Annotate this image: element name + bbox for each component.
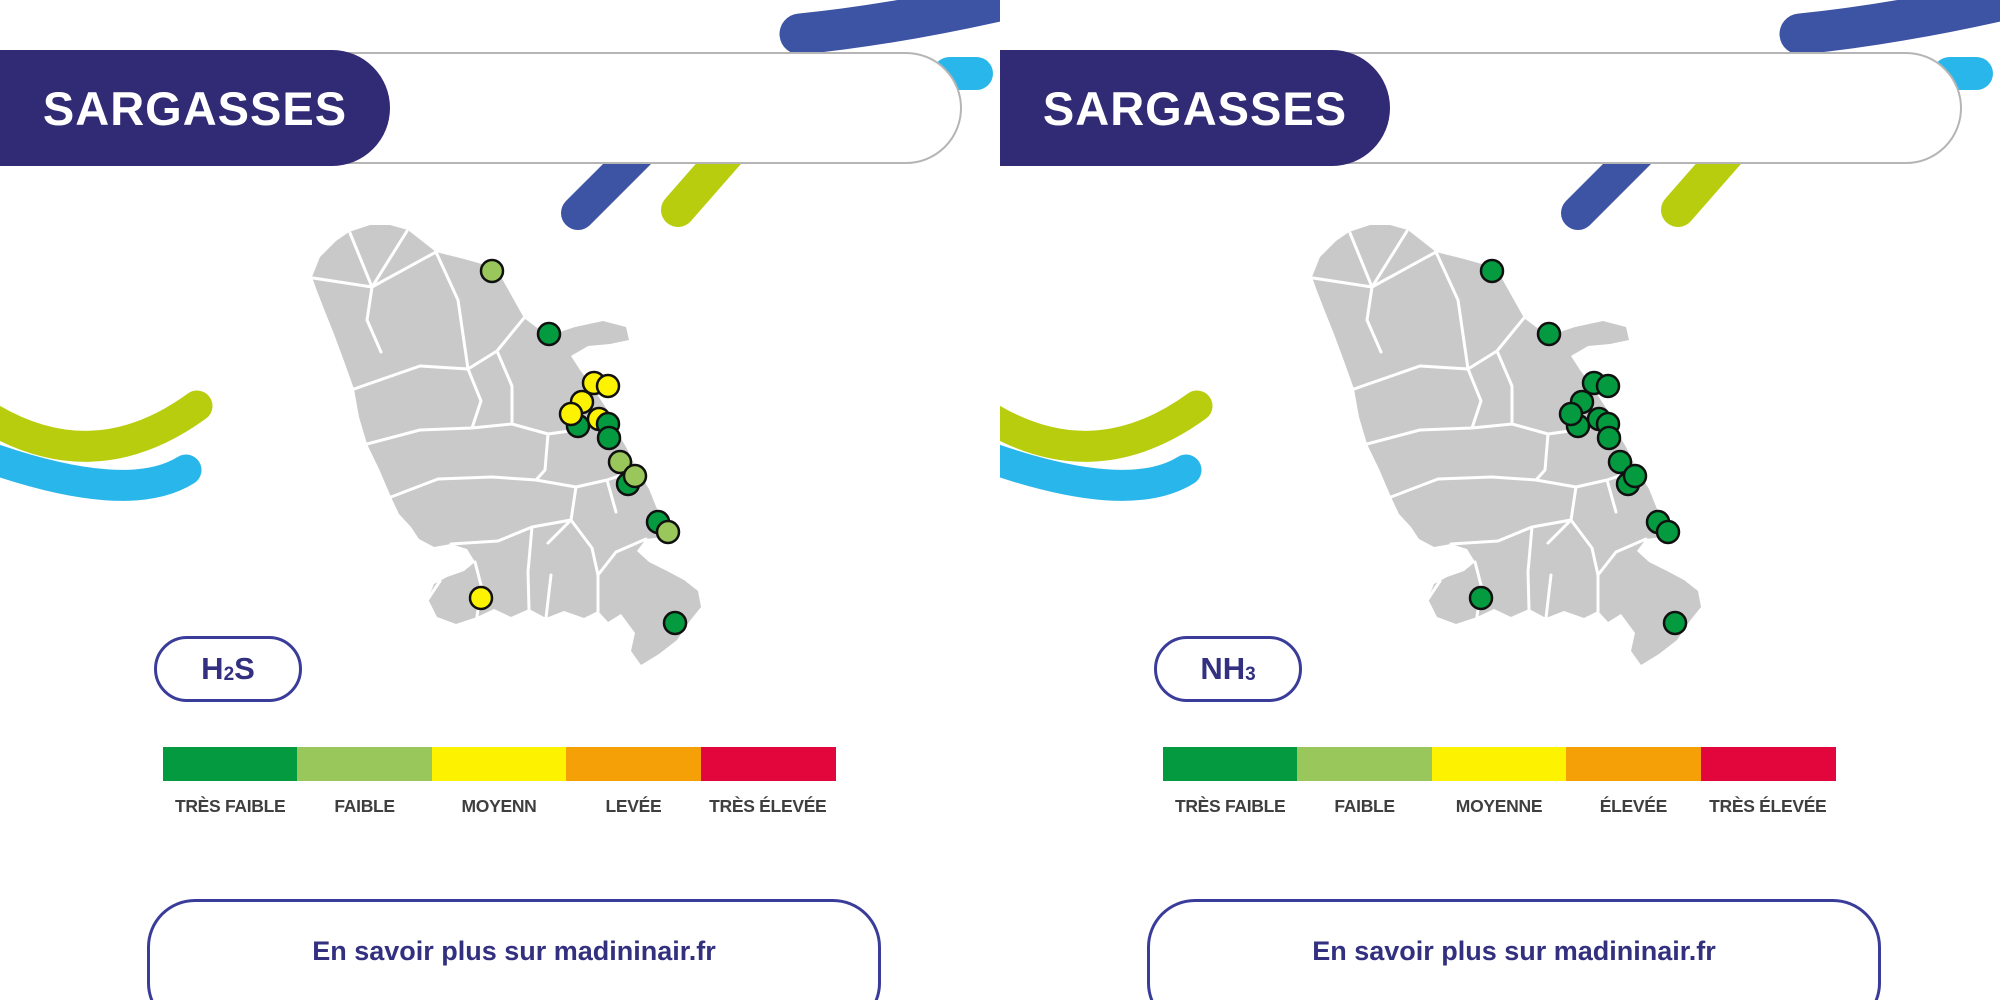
station-dot: [536, 321, 562, 347]
station-dot: [558, 401, 584, 427]
map-and-decorations: [1000, 0, 2000, 1000]
station-dot: [1607, 449, 1633, 475]
station-dot: [595, 373, 621, 399]
station-dot: [1536, 321, 1562, 347]
station-dot: [607, 449, 633, 475]
panel-nh3: SARGASSES NH 3 TRÈS FAIBLE FAIBLE MOYENNE ÉL…: [1000, 0, 2000, 1000]
station-dot: [1479, 258, 1505, 284]
station-dot: [1622, 463, 1648, 489]
station-dot: [662, 610, 688, 636]
map-and-decorations: [0, 0, 1000, 1000]
pollutant-formula: H: [201, 651, 224, 686]
station-dot: [1655, 519, 1681, 545]
page-title: SARGASSES: [42, 81, 348, 135]
stations-layer: [1468, 258, 1688, 636]
station-dot: [655, 519, 681, 545]
stations-layer: [468, 258, 688, 636]
header-title-pill: SARGASSES: [1000, 50, 1390, 166]
info-link-button[interactable]: En savoir plus sur madininair.fr: [147, 899, 881, 1000]
pollutant-pill: NH 3: [1154, 636, 1302, 702]
station-dot: [1558, 401, 1584, 427]
pollutant-formula-tail: S: [234, 651, 255, 686]
info-link-button[interactable]: En savoir plus sur madininair.fr: [1147, 899, 1881, 1000]
pollutant-formula: NH: [1200, 651, 1246, 686]
station-dot: [1468, 585, 1494, 611]
header-title-pill: SARGASSES: [0, 50, 390, 166]
station-dot: [596, 425, 622, 451]
station-dot: [1596, 425, 1622, 451]
info-link-label: En savoir plus sur madininair.fr: [312, 936, 716, 966]
station-dot: [479, 258, 505, 284]
station-dot: [622, 463, 648, 489]
page-title: SARGASSES: [1042, 81, 1348, 135]
station-dot: [1662, 610, 1688, 636]
info-link-label: En savoir plus sur madininair.fr: [1312, 936, 1716, 966]
station-dot: [1595, 373, 1621, 399]
station-dot: [468, 585, 494, 611]
